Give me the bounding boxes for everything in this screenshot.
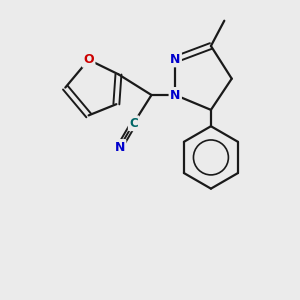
- Text: N: N: [115, 140, 125, 154]
- Text: N: N: [170, 88, 181, 101]
- Text: N: N: [170, 53, 181, 66]
- Text: O: O: [83, 53, 94, 66]
- Text: C: C: [129, 117, 138, 130]
